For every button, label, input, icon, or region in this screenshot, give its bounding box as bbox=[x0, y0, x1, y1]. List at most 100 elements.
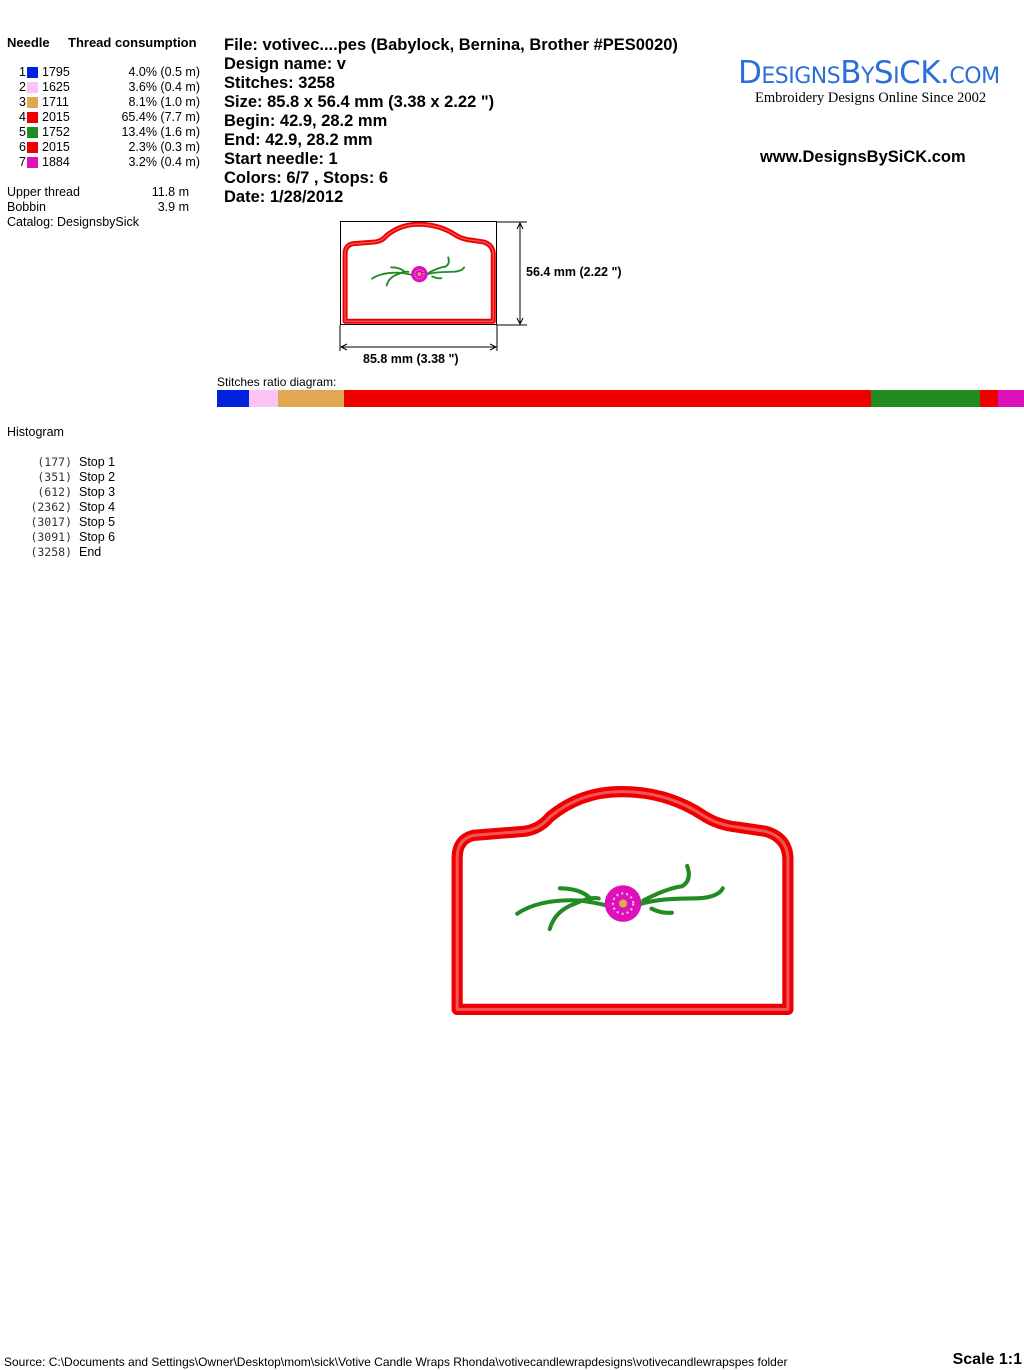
ratio-segment bbox=[278, 390, 345, 407]
thread-row: 5 1752 13.4% (1.6 m) bbox=[0, 125, 210, 140]
stitch-count: (612) bbox=[37, 485, 72, 499]
upper-thread-label: Upper thread bbox=[7, 185, 80, 199]
thread-row: 3 1711 8.1% (1.0 m) bbox=[0, 95, 210, 110]
ratio-segment bbox=[979, 390, 999, 407]
bobbin-value: 3.9 m bbox=[157, 200, 189, 214]
catalog: Catalog: DesignsbySick bbox=[7, 215, 140, 229]
date: Date: 1/28/2012 bbox=[224, 188, 344, 206]
thread-code: 2015 bbox=[42, 140, 70, 154]
stop-label: Stop 3 bbox=[79, 485, 116, 499]
logo-title: DesignsBySiCK.com bbox=[738, 55, 1000, 91]
needle-number: 2 bbox=[19, 80, 26, 94]
histogram-item: (3091) Stop 6 bbox=[0, 530, 200, 545]
stop-label: Stop 6 bbox=[79, 530, 116, 544]
logo: DesignsBySiCK.com Embroidery Designs Onl… bbox=[738, 56, 1024, 106]
thread-consumption: 4.0% (0.5 m) bbox=[128, 65, 200, 79]
color-swatch bbox=[27, 127, 38, 138]
ratio-segment bbox=[217, 390, 250, 407]
histogram-title: Histogram bbox=[7, 425, 64, 439]
upper-thread-row: Upper thread 11.8 m bbox=[7, 185, 189, 200]
needle-number: 6 bbox=[19, 140, 26, 154]
website: www.DesignsBySiCK.com bbox=[760, 148, 966, 166]
histogram-item: (351) Stop 2 bbox=[0, 470, 200, 485]
stop-label: Stop 2 bbox=[79, 470, 116, 484]
thread-consumption: 3.6% (0.4 m) bbox=[128, 80, 200, 94]
design-preview-small bbox=[342, 221, 496, 324]
needle-header: Needle bbox=[7, 35, 50, 50]
thread-row: 4 2015 65.4% (7.7 m) bbox=[0, 110, 210, 125]
ratio-segment bbox=[998, 390, 1024, 407]
histogram-item: (177) Stop 1 bbox=[0, 455, 200, 470]
needle-number: 3 bbox=[19, 95, 26, 109]
vine bbox=[515, 863, 725, 932]
thread-consumption: 2.3% (0.3 m) bbox=[128, 140, 200, 154]
thread-code: 1625 bbox=[42, 80, 70, 94]
thread-code: 1795 bbox=[42, 65, 70, 79]
end: End: 42.9, 28.2 mm bbox=[224, 131, 373, 149]
stitch-count: (2362) bbox=[30, 500, 72, 514]
width-label: 85.8 mm (3.38 ") bbox=[363, 352, 459, 366]
frame-highlight bbox=[455, 790, 790, 1011]
ratio-label: Stitches ratio diagram: bbox=[217, 375, 337, 389]
vine bbox=[371, 256, 465, 287]
thread-code: 2015 bbox=[42, 110, 70, 124]
needle-number: 5 bbox=[19, 125, 26, 139]
thread-code: 1711 bbox=[42, 95, 69, 109]
design-name: Design name: v bbox=[224, 55, 346, 73]
thread-code: 1884 bbox=[42, 155, 70, 169]
design-preview-large bbox=[451, 786, 794, 1015]
frame-highlight bbox=[344, 223, 494, 322]
needle-number: 1 bbox=[19, 65, 26, 79]
thread-consumption: 65.4% (7.7 m) bbox=[121, 110, 200, 124]
upper-thread-value: 11.8 m bbox=[151, 185, 189, 199]
source-path: Source: C:\Documents and Settings\Owner\… bbox=[4, 1355, 788, 1369]
thread-row: 2 1625 3.6% (0.4 m) bbox=[0, 80, 210, 95]
height-label: 56.4 mm (2.22 ") bbox=[526, 265, 622, 279]
stitch-count: (177) bbox=[37, 455, 72, 469]
size: Size: 85.8 x 56.4 mm (3.38 x 2.22 ") bbox=[224, 93, 495, 111]
bobbin-row: Bobbin 3.9 m bbox=[7, 200, 189, 215]
thread-consumption: 3.2% (0.4 m) bbox=[128, 155, 200, 169]
histogram-item: (3258) End bbox=[0, 545, 200, 560]
ratio-segment bbox=[249, 390, 279, 407]
height-dimension bbox=[497, 221, 527, 326]
color-swatch bbox=[27, 157, 38, 168]
needle-number: 4 bbox=[19, 110, 26, 124]
color-swatch bbox=[27, 142, 38, 153]
bobbin-label: Bobbin bbox=[7, 200, 46, 214]
scale-label: Scale 1:1 bbox=[952, 1351, 1022, 1368]
color-swatch bbox=[27, 67, 38, 78]
thread-consumption: 8.1% (1.0 m) bbox=[128, 95, 200, 109]
stitch-count: (3258) bbox=[30, 545, 72, 559]
file-info: File: votivec....pes (Babylock, Bernina,… bbox=[224, 36, 678, 54]
thread-row: 1 1795 4.0% (0.5 m) bbox=[0, 65, 210, 80]
colors-stops: Colors: 6/7 , Stops: 6 bbox=[224, 169, 389, 187]
color-swatch bbox=[27, 112, 38, 123]
ratio-segment bbox=[871, 390, 981, 407]
color-swatch bbox=[27, 82, 38, 93]
histogram-item: (3017) Stop 5 bbox=[0, 515, 200, 530]
thread-code: 1752 bbox=[42, 125, 70, 139]
stitches: Stitches: 3258 bbox=[224, 74, 335, 92]
logo-tagline: Embroidery Designs Online Since 2002 bbox=[755, 90, 987, 106]
ratio-segment bbox=[343, 390, 872, 407]
stitch-count: (3091) bbox=[30, 530, 72, 544]
preview-frame bbox=[340, 221, 497, 325]
stop-label: Stop 1 bbox=[79, 455, 116, 469]
thread-row: 6 2015 2.3% (0.3 m) bbox=[0, 140, 210, 155]
begin: Begin: 42.9, 28.2 mm bbox=[224, 112, 388, 130]
histogram-item: (2362) Stop 4 bbox=[0, 500, 200, 515]
width-dimension bbox=[339, 325, 498, 351]
stop-label: End bbox=[79, 545, 102, 559]
stitch-count: (351) bbox=[37, 470, 72, 484]
histogram-item: (612) Stop 3 bbox=[0, 485, 200, 500]
stitch-count: (3017) bbox=[30, 515, 72, 529]
start-needle: Start needle: 1 bbox=[224, 150, 338, 168]
thread-row: 7 1884 3.2% (0.4 m) bbox=[0, 155, 210, 170]
stop-label: Stop 4 bbox=[79, 500, 116, 514]
thread-consumption: 13.4% (1.6 m) bbox=[121, 125, 200, 139]
needle-number: 7 bbox=[19, 155, 26, 169]
thread-consumption-header: Thread consumption bbox=[68, 35, 197, 50]
color-swatch bbox=[27, 97, 38, 108]
stop-label: Stop 5 bbox=[79, 515, 116, 529]
